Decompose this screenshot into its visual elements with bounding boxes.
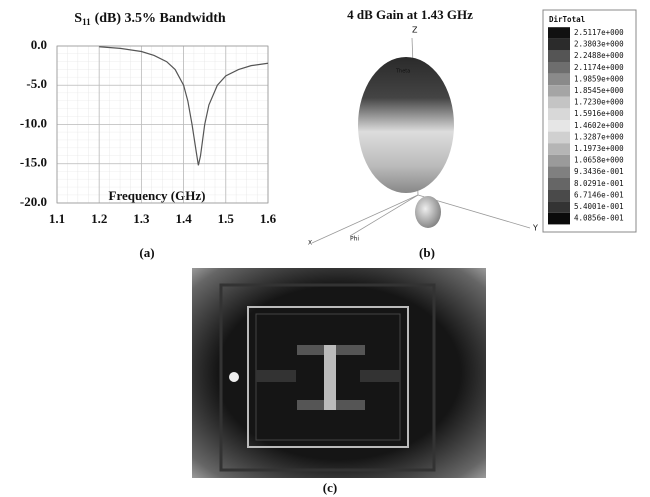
colorbar-label: 2.3803e+000 bbox=[574, 40, 624, 49]
colorbar-label: 2.1174e+000 bbox=[574, 63, 624, 72]
colorbar-label: 1.5916e+000 bbox=[574, 109, 624, 118]
colorbar-swatch bbox=[548, 97, 570, 109]
x-axis-label: Frequency (GHz) bbox=[109, 188, 206, 203]
chart-title: S11 (dB) 3.5% Bandwidth bbox=[74, 11, 226, 27]
title-part: S bbox=[74, 11, 82, 26]
colorbar-label: 2.2488e+000 bbox=[574, 51, 624, 60]
y-tick-label: 0.0 bbox=[31, 37, 47, 52]
colorbar-swatch bbox=[548, 213, 570, 225]
main-lobe bbox=[358, 57, 454, 193]
page: {"chart_data": {"type": "line", "title_p… bbox=[0, 0, 650, 497]
colorbar-label: 1.4602e+000 bbox=[574, 121, 624, 130]
colorbar-label: 5.4001e-001 bbox=[574, 202, 624, 211]
colorbar-swatch bbox=[548, 50, 570, 62]
pattern-3d: 4 dB Gain at 1.43 GHz Z Y Phi X Theta bbox=[308, 7, 538, 247]
panel-label: (b) bbox=[419, 245, 435, 260]
colorbar-swatch bbox=[548, 120, 570, 132]
panel-label: (a) bbox=[139, 245, 154, 260]
colorbar-swatch bbox=[548, 178, 570, 190]
colorbar-label: 6.7146e-001 bbox=[574, 190, 624, 199]
axis-name: Z bbox=[412, 26, 418, 35]
colorbar-label: 1.1973e+000 bbox=[574, 144, 624, 153]
axis-line bbox=[350, 195, 418, 236]
y-tick-label: -10.0 bbox=[20, 115, 47, 130]
colorbar-swatch bbox=[548, 74, 570, 86]
colorbar-swatch bbox=[548, 39, 570, 51]
axis-name: X bbox=[308, 240, 312, 247]
colorbar-swatch bbox=[548, 143, 570, 155]
axis-line bbox=[312, 195, 418, 243]
axis-name: Theta bbox=[395, 69, 410, 75]
x-tick-label: 1.1 bbox=[49, 211, 65, 226]
colorbar-label: 1.8545e+000 bbox=[574, 86, 624, 95]
y-tick-label: -5.0 bbox=[26, 76, 47, 91]
colorbar: DirTotal 2.5117e+000 2.3803e+000 2.2488e+0… bbox=[543, 10, 636, 232]
y-tick-label: -20.0 bbox=[20, 194, 47, 209]
stub bbox=[360, 370, 400, 382]
colorbar-label: 1.9859e+000 bbox=[574, 74, 624, 83]
feed-point bbox=[229, 372, 239, 382]
colorbar-swatch bbox=[548, 62, 570, 74]
colorbar-swatch bbox=[548, 108, 570, 120]
colorbar-label: 1.0658e+000 bbox=[574, 156, 624, 165]
axis-name: Y bbox=[532, 224, 538, 233]
title-sub: 11 bbox=[82, 17, 91, 27]
colorbar-swatch bbox=[548, 190, 570, 202]
colorbar-swatch bbox=[548, 27, 570, 39]
axis-name: Phi bbox=[350, 236, 359, 243]
colorbar-label: 8.0291e-001 bbox=[574, 179, 624, 188]
title-part: (dB) 3.5% Bandwidth bbox=[95, 11, 226, 26]
colorbar-title: DirTotal bbox=[549, 15, 585, 24]
colorbar-swatch bbox=[548, 166, 570, 178]
back-lobe bbox=[415, 196, 441, 228]
x-tick-label: 1.6 bbox=[260, 211, 277, 226]
x-tick-label: 1.3 bbox=[133, 211, 150, 226]
colorbar-swatch bbox=[548, 132, 570, 144]
colorbar-label: 9.3436e-001 bbox=[574, 167, 624, 176]
colorbar-label: 1.3287e+000 bbox=[574, 132, 624, 141]
panel-label: (c) bbox=[323, 480, 337, 495]
x-tick-label: 1.2 bbox=[91, 211, 107, 226]
colorbar-swatch bbox=[548, 85, 570, 97]
colorbar-swatch bbox=[548, 201, 570, 213]
x-tick-label: 1.5 bbox=[218, 211, 235, 226]
pattern-title: 4 dB Gain at 1.43 GHz bbox=[347, 7, 473, 22]
figure: S11 (dB) 3.5% Bandwidth Frequency (GHz) (… bbox=[0, 0, 650, 497]
colorbar-label: 2.5117e+000 bbox=[574, 28, 624, 37]
colorbar-label: 1.7230e+000 bbox=[574, 98, 624, 107]
colorbar-swatch bbox=[548, 155, 570, 167]
field-plot bbox=[192, 268, 486, 478]
x-tick-label: 1.4 bbox=[175, 211, 192, 226]
stub bbox=[256, 370, 296, 382]
y-tick-label: -15.0 bbox=[20, 155, 47, 170]
colorbar-label: 4.0856e-001 bbox=[574, 214, 624, 223]
i-stem bbox=[324, 345, 336, 410]
